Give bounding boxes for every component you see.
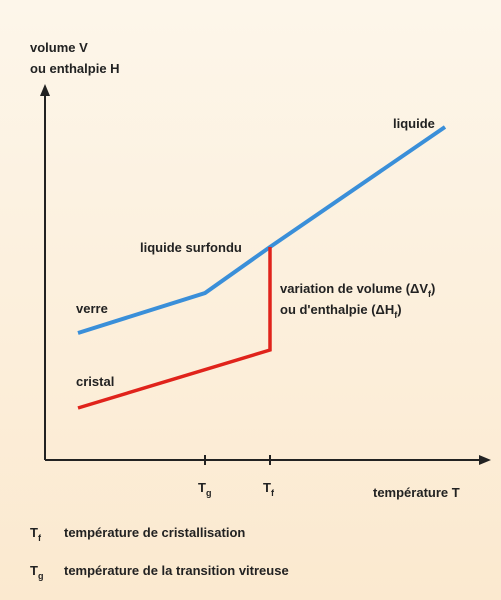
tick-symbol: T (263, 480, 271, 495)
liquid-glass-curve (77, 125, 447, 335)
curve-label: cristal (76, 374, 114, 389)
crystal-curve (77, 247, 272, 410)
legend-sub: g (38, 571, 44, 581)
tick-sub: f (271, 488, 275, 498)
legend-symbol: Tf (30, 525, 42, 543)
curve-label: verre (76, 301, 108, 316)
legend-symbol-text: T (30, 525, 38, 540)
curve-label: liquide surfondu (140, 240, 242, 255)
legend-symbol-text: T (30, 563, 38, 578)
annotation: variation de volume (ΔVf) (280, 281, 435, 299)
annotation-text: variation de volume (ΔV (280, 281, 428, 296)
y-axis-label: volume V (30, 40, 88, 55)
y-axis-label: ou enthalpie H (30, 61, 120, 76)
y-arrow (40, 84, 50, 96)
annotation-end: ) (397, 302, 401, 317)
annotation-sub: f (394, 310, 398, 320)
legend-text: température de la transition vitreuse (64, 563, 289, 578)
legend-sub: f (38, 533, 42, 543)
annotation-text: ou d'enthalpie (ΔH (280, 302, 394, 317)
tick-sub: g (206, 488, 212, 498)
x-axis-label: température T (373, 485, 460, 500)
annotation-end: ) (431, 281, 435, 296)
tick-label: Tg (198, 480, 211, 498)
curve-label: liquide (393, 116, 435, 131)
annotation-sub: f (428, 289, 432, 299)
tick-symbol: T (198, 480, 206, 495)
annotation: ou d'enthalpie (ΔHf) (280, 302, 402, 320)
x-arrow (479, 455, 491, 465)
legend-symbol: Tg (30, 563, 43, 581)
tick-label: Tf (263, 480, 275, 498)
legend-text: température de cristallisation (64, 525, 245, 540)
